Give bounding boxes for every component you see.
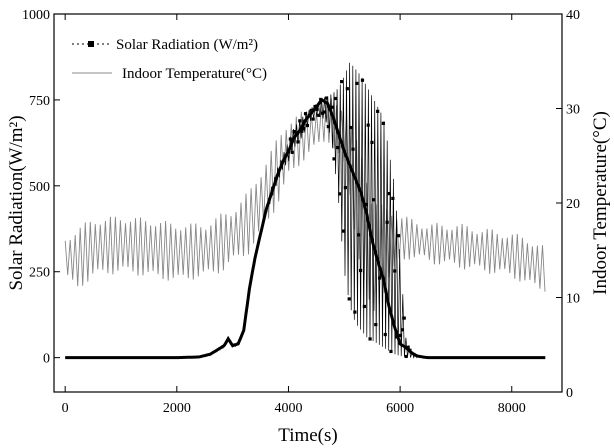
solar-point: [311, 117, 315, 121]
solar-point: [317, 113, 321, 117]
solar-point: [383, 332, 387, 337]
solar-radiation-series: [65, 62, 546, 360]
solar-point: [336, 145, 340, 150]
x-tick-label: 0: [62, 401, 69, 416]
y-right-tick-label: 10: [566, 292, 580, 307]
solar-point: [393, 269, 397, 273]
solar-point: [341, 229, 346, 233]
solar-point: [322, 110, 327, 114]
solar-point: [292, 130, 296, 134]
x-axis-title: Time(s): [278, 425, 337, 446]
solar-point: [286, 149, 291, 154]
solar-point: [294, 131, 298, 135]
solar-point: [364, 202, 368, 207]
legend: Solar Radiation (W/m²) Indoor Temperature…: [72, 37, 267, 82]
solar-point: [370, 140, 374, 145]
x-tick-label: 6000: [386, 401, 414, 416]
solar-point: [355, 81, 359, 86]
solar-point: [395, 335, 399, 339]
solar-point: [357, 233, 361, 237]
solar-point: [385, 220, 389, 224]
solar-point: [340, 80, 344, 84]
y-left-tick-label: 750: [29, 94, 50, 109]
solar-point: [303, 112, 308, 116]
solar-point: [358, 268, 363, 273]
solar-point: [338, 192, 342, 196]
solar-point: [319, 97, 323, 102]
axes: 0 2000 4000 6000 8000 0 250 500 750 1000 0 10 20 30 40: [22, 8, 580, 416]
solar-point: [330, 105, 334, 109]
solar-point: [326, 124, 330, 129]
x-tick-label: 2000: [163, 401, 191, 416]
solar-point: [321, 111, 325, 115]
solar-point: [307, 113, 311, 118]
solar-point: [349, 125, 353, 130]
legend-temperature-label: Indoor Temperature(°C): [122, 66, 267, 82]
solar-point: [408, 348, 412, 352]
solar-point: [332, 157, 336, 161]
solar-point: [313, 104, 317, 109]
temperature-line: [64, 96, 546, 311]
solar-point: [379, 273, 384, 277]
plot-frame: [53, 13, 563, 393]
y-left-axis-title: Solar Radiation(W/m²): [6, 115, 27, 290]
legend-solar-label: Solar Radiation (W/m²): [116, 37, 258, 53]
solar-point: [347, 297, 351, 301]
solar-point: [366, 123, 370, 127]
temperature-series: [64, 96, 546, 311]
solar-point: [374, 322, 378, 327]
solar-point: [406, 345, 410, 349]
solar-point: [368, 337, 372, 341]
solar-point: [404, 354, 408, 359]
y-right-tick-label: 20: [566, 197, 580, 212]
solar-point: [353, 310, 357, 314]
solar-point: [334, 96, 338, 101]
solar-point: [391, 196, 395, 201]
legend-solar-marker: [88, 41, 94, 47]
solar-point: [398, 333, 403, 338]
solar-point: [376, 109, 380, 113]
y-right-tick-label: 30: [566, 103, 580, 118]
solar-point: [324, 96, 329, 100]
solar-point: [389, 349, 393, 354]
y-left-tick-label: 250: [29, 266, 50, 281]
solar-point: [345, 87, 349, 91]
solar-point: [305, 123, 310, 128]
solar-point: [296, 140, 300, 144]
solar-point: [315, 107, 319, 112]
solar-point: [290, 150, 294, 154]
y-right-axis-title: Indoor Temperature(°C): [590, 111, 611, 295]
solar-point: [360, 78, 365, 82]
solar-point: [328, 107, 332, 111]
solar-point: [309, 108, 313, 112]
solar-point: [387, 191, 391, 196]
solar-trend-line: [65, 97, 546, 360]
x-tick-label: 4000: [274, 401, 302, 416]
solar-point: [377, 276, 382, 280]
y-right-tick-label: 0: [566, 386, 573, 401]
solar-point: [372, 198, 376, 202]
solar-point: [298, 119, 302, 123]
solar-point: [402, 316, 406, 320]
solar-point: [362, 304, 366, 309]
solar-point: [343, 186, 348, 190]
y-right-tick-label: 40: [566, 8, 580, 23]
x-tick-label: 8000: [498, 401, 526, 416]
solar-point: [302, 126, 306, 131]
solar-point: [381, 121, 385, 125]
solar-point: [396, 234, 401, 238]
y-left-tick-label: 0: [43, 352, 50, 367]
solar-point: [300, 129, 304, 133]
solar-point: [400, 328, 404, 332]
y-left-tick-label: 500: [29, 180, 50, 195]
y-left-tick-label: 1000: [22, 8, 50, 23]
solar-point: [288, 137, 292, 141]
solar-point: [351, 147, 355, 151]
